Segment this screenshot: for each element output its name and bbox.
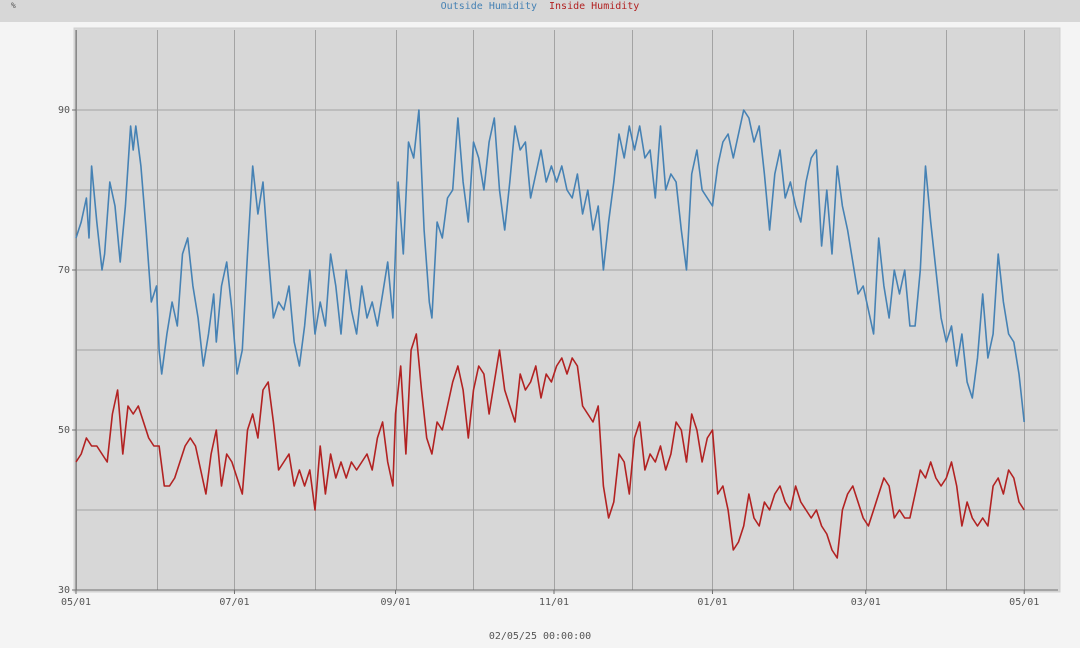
plot-background	[73, 27, 1061, 593]
legend: Outside Humidity Inside Humidity	[441, 1, 640, 12]
footer-timestamp: 02/05/25 00:00:00	[489, 631, 591, 642]
x-tick-label-0: 05/01	[61, 597, 91, 608]
x-tick-label-3: 11/01	[539, 597, 569, 608]
axes	[72, 30, 1058, 594]
y-unit-label: %	[11, 1, 16, 10]
y-tick-label-50: 50	[58, 425, 70, 436]
tick-labels: 30 50 70 90 05/01 07/01 09/01 11/01 01/01 03/01 05…	[58, 105, 1039, 608]
x-tick-label-6: 05/01	[1009, 597, 1039, 608]
y-tick-label-90: 90	[58, 105, 70, 116]
series	[75, 109, 1025, 559]
series-line-outside-humidity	[75, 109, 1025, 423]
title-bar	[0, 0, 1080, 22]
x-tick-label-1: 07/01	[219, 597, 249, 608]
legend-outside-humidity: Outside Humidity	[441, 1, 537, 12]
x-tick-label-2: 09/01	[380, 597, 410, 608]
x-tick-label-5: 03/01	[851, 597, 881, 608]
y-tick-label-30: 30	[58, 585, 70, 596]
x-tick-label-4: 01/01	[697, 597, 727, 608]
series-line-inside-humidity	[75, 333, 1025, 559]
legend-inside-humidity: Inside Humidity	[549, 1, 639, 12]
y-tick-label-70: 70	[58, 265, 70, 276]
